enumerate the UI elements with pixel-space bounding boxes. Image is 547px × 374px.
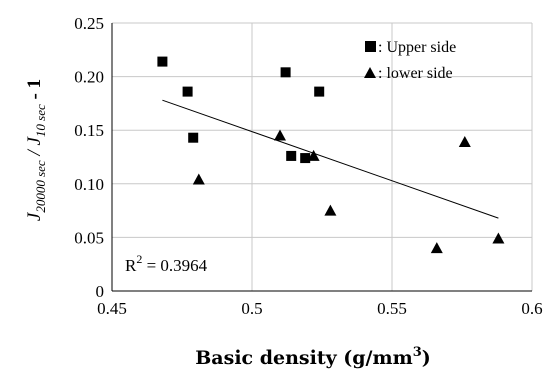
x-tick-label: 0.45 — [97, 299, 127, 318]
x-tick-label: 0.6 — [521, 299, 542, 318]
y-label-sub1: 20000 sec — [33, 160, 48, 213]
y-tick-label: 0.25 — [74, 14, 104, 33]
y-axis-label: J20000 sec / J10 sec - 1 — [24, 79, 48, 221]
upper-side-point — [280, 67, 291, 78]
gridlines — [112, 22, 533, 291]
y-label-j1: J — [24, 211, 45, 221]
r-squared-r: R — [125, 256, 137, 275]
y-label-sub2: 10 sec — [33, 104, 48, 137]
y-label-tail: - 1 — [24, 79, 45, 104]
upper-side-point — [286, 150, 297, 161]
lower-side-point — [492, 232, 505, 244]
lower-side-point — [307, 149, 320, 161]
legend: : Upper side : lower side — [364, 39, 456, 82]
x-axis-label: Basic density (g/mm3) — [195, 345, 430, 369]
upper-side-point — [188, 132, 199, 143]
lower-side-point — [458, 135, 471, 147]
y-label-slash: / — [24, 146, 45, 161]
lower-side-point — [430, 242, 443, 254]
y-tick-label: 0.15 — [74, 121, 104, 140]
y-tick-labels: 0 0.05 0.10 0.15 0.20 0.25 — [74, 14, 104, 301]
trendline — [162, 99, 499, 219]
legend-triangle-icon — [364, 67, 376, 78]
y-tick-label: 0 — [96, 282, 105, 301]
data-points — [157, 56, 505, 254]
x-axis-label-close: ) — [422, 347, 431, 369]
legend-label-upper: : Upper side — [378, 39, 456, 56]
axes — [111, 23, 532, 292]
x-axis-label-text: Basic density (g/mm — [195, 347, 412, 369]
plot-area — [112, 23, 532, 291]
upper-side-point — [157, 56, 168, 67]
upper-side-point — [182, 86, 193, 97]
lower-side-point — [274, 129, 286, 141]
x-axis-label-sup: 3 — [413, 345, 422, 360]
y-tick-label: 0.20 — [74, 68, 104, 87]
legend-square-icon — [365, 41, 376, 52]
legend-label-lower: : lower side — [378, 65, 453, 82]
upper-side-point — [314, 86, 325, 97]
y-tick-label: 0.05 — [74, 228, 104, 247]
x-tick-labels: 0.45 0.5 0.55 0.6 — [97, 299, 543, 318]
lower-side-point — [324, 204, 337, 216]
y-label-j2: J — [24, 136, 45, 146]
y-tick-label: 0.10 — [74, 175, 104, 194]
r-squared-sup: 2 — [136, 252, 142, 266]
r-squared-value: = 0.3964 — [142, 256, 207, 275]
x-tick-label: 0.5 — [241, 299, 262, 318]
r-squared-annotation: R2 = 0.3964 — [125, 252, 208, 275]
upper-side-point — [300, 153, 311, 164]
x-tick-label: 0.55 — [377, 299, 407, 318]
lower-side-point — [192, 173, 205, 185]
